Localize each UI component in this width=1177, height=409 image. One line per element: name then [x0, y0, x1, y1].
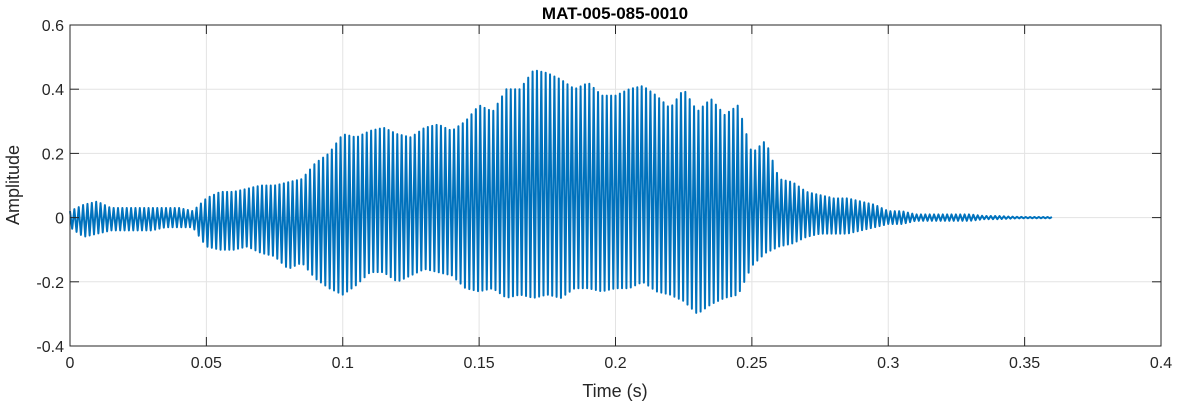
- y-tick-label: -0.2: [36, 275, 64, 292]
- y-tick-label: 0.2: [42, 146, 64, 163]
- y-tick-label: 0: [55, 211, 64, 228]
- y-axis-ticks: -0.4 -0.2 0 0.2 0.4 0.6: [36, 18, 1161, 356]
- x-tick-label: 0.35: [1009, 355, 1040, 372]
- y-axis-label: Amplitude: [3, 145, 23, 225]
- x-tick-label: 0.25: [736, 355, 767, 372]
- y-tick-label: 0.4: [42, 82, 64, 99]
- chart-title: MAT-005-085-0010: [542, 4, 688, 23]
- x-axis-label: Time (s): [582, 381, 647, 401]
- plot-area: [69, 69, 1053, 314]
- x-tick-label: 0.2: [604, 355, 626, 372]
- x-axis-ticks: 0 0.05 0.1 0.15 0.2 0.25 0.3 0.35 0.4: [66, 25, 1172, 372]
- waveform-series: [69, 69, 1053, 314]
- x-tick-label: 0.05: [191, 355, 222, 372]
- x-tick-label: 0.4: [1150, 355, 1172, 372]
- x-tick-label: 0.15: [464, 355, 495, 372]
- y-tick-label: 0.6: [42, 18, 64, 35]
- x-tick-label: 0.1: [332, 355, 354, 372]
- y-tick-label: -0.4: [36, 339, 64, 356]
- x-tick-label: 0.3: [877, 355, 899, 372]
- grid: [70, 25, 1161, 346]
- x-tick-label: 0: [66, 355, 75, 372]
